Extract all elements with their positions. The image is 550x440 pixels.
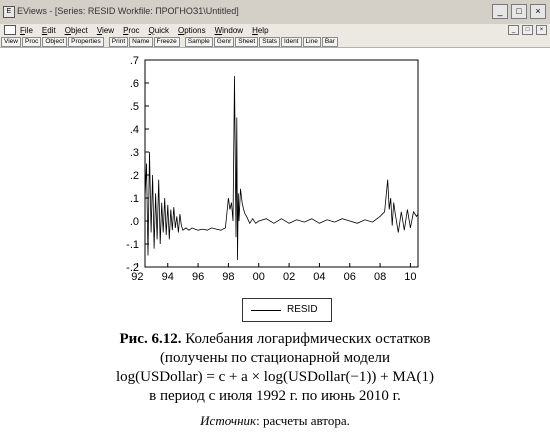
legend-label: RESID (287, 304, 318, 315)
y-tick-label: .4 (130, 124, 139, 136)
caption-text-1: Колебания логарифмических остатков (185, 331, 431, 347)
caption-line-1: Рис. 6.12. Колебания логарифмических ост… (0, 330, 550, 349)
y-tick-label: .2 (130, 170, 139, 182)
chart-legend: RESID (242, 298, 332, 322)
x-tick-label: 06 (344, 271, 356, 283)
figure-label: Рис. 6.12. (119, 331, 182, 347)
toolbar-stats-button[interactable]: Stats (259, 36, 281, 47)
toolbar-print-button[interactable]: Print (108, 36, 129, 47)
minimize-button[interactable]: _ (492, 4, 508, 19)
window-controls: _ □ × (492, 4, 546, 19)
x-tick-label: 04 (313, 271, 325, 283)
source-label: Источник (200, 413, 257, 428)
menu-object[interactable]: Object (64, 25, 88, 35)
toolbar-view-button[interactable]: View (1, 36, 21, 47)
figure-source: Источник: расчеты автора. (0, 413, 550, 429)
y-tick-label: -.1 (126, 239, 139, 251)
doc-minimize-button[interactable]: _ (508, 25, 519, 35)
figure-caption: Рис. 6.12. Колебания логарифмических ост… (0, 330, 550, 406)
menu-help[interactable]: Help (252, 25, 269, 35)
plot-frame (144, 59, 419, 268)
doc-close-button[interactable]: × (536, 25, 547, 35)
menu-window[interactable]: Window (214, 25, 244, 35)
toolbar-object-button[interactable]: Object (42, 36, 68, 47)
y-tick-label: .1 (130, 193, 139, 205)
toolbar-genr-button[interactable]: Genr (213, 36, 235, 47)
toolbar-proc-button[interactable]: Proc (21, 36, 42, 47)
menu-view[interactable]: View (96, 25, 115, 35)
y-tick-label: -.2 (126, 262, 139, 274)
close-button[interactable]: × (530, 4, 546, 19)
y-tick-label: .5 (130, 101, 139, 113)
maximize-button[interactable]: □ (511, 4, 527, 19)
series-toolbar: View Proc Object Properties Print Name F… (0, 36, 550, 48)
x-tick-label: 96 (192, 271, 204, 283)
x-tick-label: 02 (283, 271, 295, 283)
x-tick-label: 08 (374, 271, 386, 283)
resid-line-chart: .7 .6 .5 .4 .3 .2 .1 .0 -.1 -.292 94 96 98 00 02 04 06 08… (126, 55, 419, 283)
menu-edit[interactable]: Edit (41, 25, 56, 35)
window-title: EViews - [Series: RESID Workfile: ПРОГНО… (17, 6, 239, 16)
toolbar-sample-button[interactable]: Sample (184, 36, 213, 47)
caption-line-3: log(USDollar) = c + a × log(USDollar(−1)… (115, 369, 435, 385)
x-tick-label: 10 (404, 271, 416, 283)
menu-options[interactable]: Options (178, 25, 206, 35)
y-tick-label: .7 (130, 55, 139, 67)
toolbar-sheet-button[interactable]: Sheet (235, 36, 259, 47)
doc-restore-button[interactable]: □ (522, 25, 533, 35)
x-tick-label: 94 (162, 271, 174, 283)
toolbar-bar-button[interactable]: Bar (321, 36, 338, 47)
window-title-bar: E EViews - [Series: RESID Workfile: ПРОГ… (0, 0, 550, 25)
y-tick-label: .3 (130, 147, 139, 159)
menu-file[interactable]: File (20, 25, 33, 35)
toolbar-ident-button[interactable]: Ident (281, 36, 302, 47)
menu-quick[interactable]: Quick (148, 25, 169, 35)
menu-bar: File Edit Object View Proc Quick Options… (0, 24, 550, 36)
toolbar-name-button[interactable]: Name (129, 36, 153, 47)
document-menu-icon[interactable] (4, 25, 16, 35)
source-text: : расчеты автора. (256, 413, 350, 428)
x-tick-label: 98 (222, 271, 234, 283)
series-line-resid (144, 76, 419, 261)
toolbar-properties-button[interactable]: Properties (68, 36, 104, 47)
caption-line-4: в период с июля 1992 г. по июнь 2010 г. (149, 388, 401, 404)
document-controls: _ □ × (508, 25, 547, 35)
y-tick-label: .6 (130, 78, 139, 90)
eviews-app-icon: E (3, 6, 15, 18)
x-tick-label: 00 (253, 271, 265, 283)
legend-line-swatch (251, 310, 281, 311)
menu-proc[interactable]: Proc (123, 25, 140, 35)
x-tick-label: 92 (131, 271, 143, 283)
toolbar-freeze-button[interactable]: Freeze (153, 36, 180, 47)
toolbar-line-button[interactable]: Line (302, 36, 321, 47)
y-tick-label: .0 (130, 216, 139, 228)
caption-line-2: (получены по стационарной модели (159, 350, 391, 366)
